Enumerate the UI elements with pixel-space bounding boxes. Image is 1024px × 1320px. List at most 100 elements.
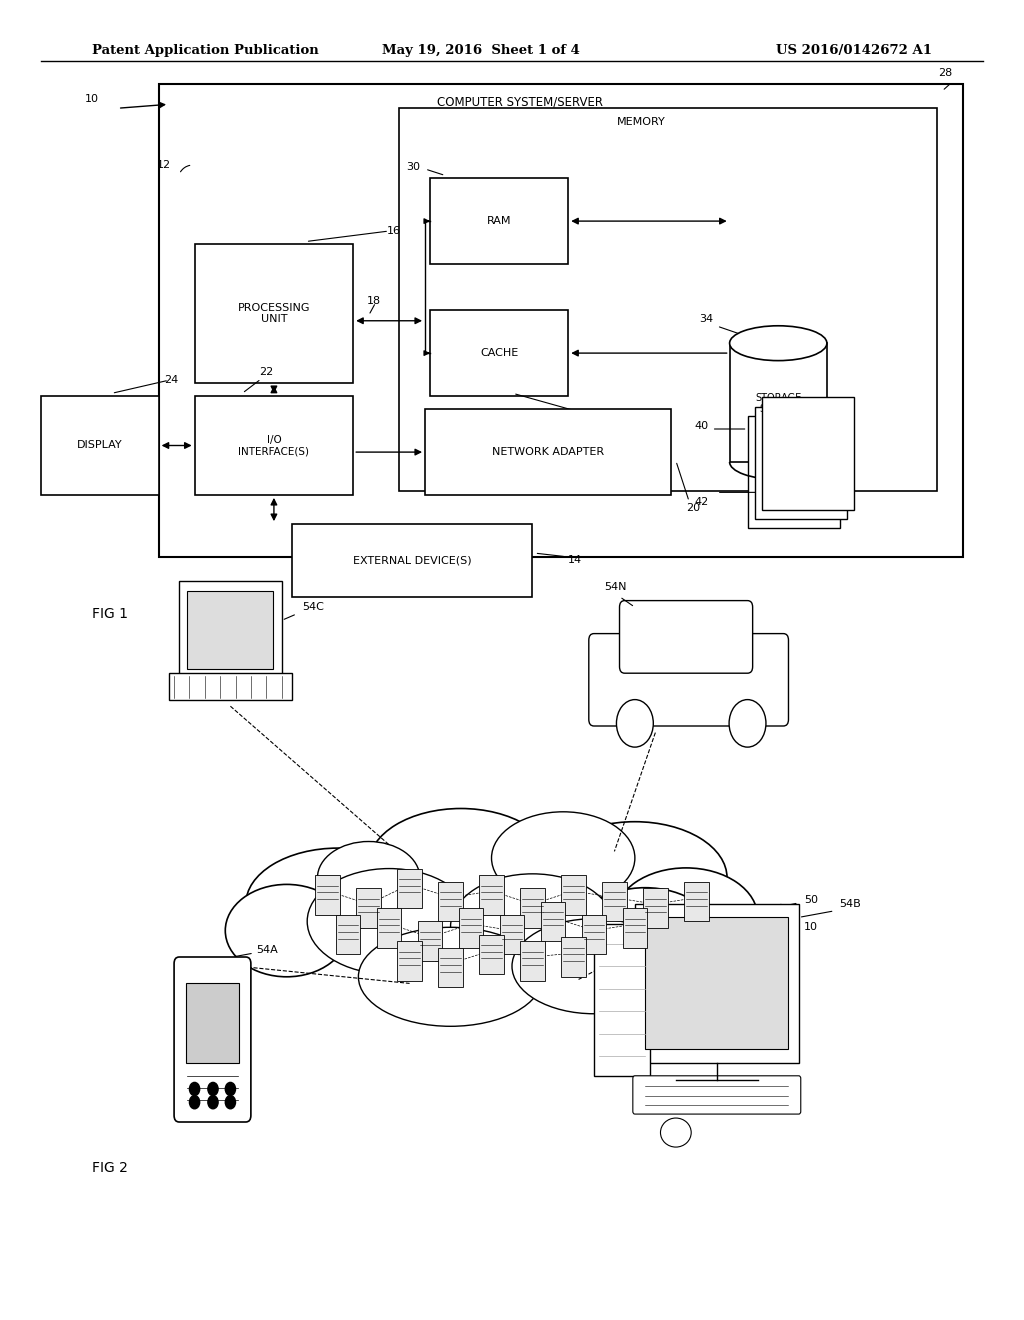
FancyBboxPatch shape xyxy=(356,888,381,928)
Ellipse shape xyxy=(573,888,717,987)
Ellipse shape xyxy=(317,842,420,913)
Text: FIG 1: FIG 1 xyxy=(92,607,128,620)
FancyBboxPatch shape xyxy=(755,407,847,519)
Ellipse shape xyxy=(369,808,553,921)
FancyBboxPatch shape xyxy=(438,948,463,987)
FancyBboxPatch shape xyxy=(377,908,401,948)
FancyBboxPatch shape xyxy=(635,904,799,1063)
Text: RAM: RAM xyxy=(487,216,511,226)
Circle shape xyxy=(208,1096,218,1109)
FancyBboxPatch shape xyxy=(500,915,524,954)
Text: 54C: 54C xyxy=(302,602,324,612)
FancyBboxPatch shape xyxy=(397,869,422,908)
FancyBboxPatch shape xyxy=(195,244,353,383)
FancyBboxPatch shape xyxy=(187,591,273,669)
FancyBboxPatch shape xyxy=(729,343,827,462)
Text: US 2016/0142672 A1: US 2016/0142672 A1 xyxy=(776,44,932,57)
Ellipse shape xyxy=(451,874,614,979)
Text: 10: 10 xyxy=(804,921,818,932)
Text: STORAGE
SYSTEM: STORAGE SYSTEM xyxy=(755,392,802,414)
Ellipse shape xyxy=(729,326,827,360)
FancyBboxPatch shape xyxy=(430,178,568,264)
FancyBboxPatch shape xyxy=(762,397,854,510)
FancyBboxPatch shape xyxy=(315,875,340,915)
FancyBboxPatch shape xyxy=(195,396,353,495)
Ellipse shape xyxy=(512,919,676,1014)
FancyBboxPatch shape xyxy=(399,108,937,491)
Text: 24: 24 xyxy=(164,375,178,385)
Circle shape xyxy=(225,1096,236,1109)
FancyBboxPatch shape xyxy=(643,888,668,928)
FancyBboxPatch shape xyxy=(174,957,251,1122)
Text: FIG 2: FIG 2 xyxy=(92,1162,128,1175)
FancyBboxPatch shape xyxy=(589,634,788,726)
Text: 54N: 54N xyxy=(604,582,627,593)
FancyBboxPatch shape xyxy=(41,396,159,495)
FancyBboxPatch shape xyxy=(479,875,504,915)
FancyBboxPatch shape xyxy=(623,908,647,948)
Text: 14: 14 xyxy=(568,556,583,565)
FancyBboxPatch shape xyxy=(594,924,650,1076)
FancyBboxPatch shape xyxy=(582,915,606,954)
Circle shape xyxy=(225,1082,236,1096)
Ellipse shape xyxy=(307,869,471,974)
FancyBboxPatch shape xyxy=(169,673,292,700)
Text: EXTERNAL DEVICE(S): EXTERNAL DEVICE(S) xyxy=(353,556,471,565)
FancyBboxPatch shape xyxy=(479,935,504,974)
FancyBboxPatch shape xyxy=(520,888,545,928)
FancyBboxPatch shape xyxy=(620,601,753,673)
FancyBboxPatch shape xyxy=(438,882,463,921)
Circle shape xyxy=(729,700,766,747)
FancyBboxPatch shape xyxy=(459,908,483,948)
FancyBboxPatch shape xyxy=(684,882,709,921)
FancyBboxPatch shape xyxy=(418,921,442,961)
FancyBboxPatch shape xyxy=(292,524,532,597)
Text: COMPUTER SYSTEM/SERVER: COMPUTER SYSTEM/SERVER xyxy=(437,95,603,108)
Ellipse shape xyxy=(328,851,635,983)
FancyBboxPatch shape xyxy=(561,937,586,977)
Text: DISPLAY: DISPLAY xyxy=(77,441,123,450)
Text: 40: 40 xyxy=(694,421,709,432)
Text: I/O
INTERFACE(S): I/O INTERFACE(S) xyxy=(239,434,309,457)
FancyBboxPatch shape xyxy=(561,875,586,915)
Text: 18: 18 xyxy=(367,296,381,306)
FancyBboxPatch shape xyxy=(541,902,565,941)
Text: MEMORY: MEMORY xyxy=(616,117,666,128)
Circle shape xyxy=(189,1082,200,1096)
FancyBboxPatch shape xyxy=(633,1076,801,1114)
Circle shape xyxy=(189,1096,200,1109)
Text: PROCESSING
UNIT: PROCESSING UNIT xyxy=(238,302,310,325)
FancyBboxPatch shape xyxy=(645,917,788,1049)
Ellipse shape xyxy=(614,869,758,966)
FancyBboxPatch shape xyxy=(430,310,568,396)
Text: NETWORK ADAPTER: NETWORK ADAPTER xyxy=(492,447,604,457)
Text: 54A: 54A xyxy=(256,945,278,956)
Text: 16: 16 xyxy=(387,226,401,236)
Text: CACHE: CACHE xyxy=(480,348,518,358)
FancyBboxPatch shape xyxy=(748,416,840,528)
Circle shape xyxy=(208,1082,218,1096)
Text: 12: 12 xyxy=(157,160,171,170)
Text: 30: 30 xyxy=(406,161,420,172)
Text: 20: 20 xyxy=(686,503,700,513)
FancyBboxPatch shape xyxy=(179,581,282,680)
Ellipse shape xyxy=(492,812,635,904)
Text: 22: 22 xyxy=(259,367,273,378)
FancyBboxPatch shape xyxy=(425,409,671,495)
Ellipse shape xyxy=(246,847,430,961)
Text: May 19, 2016  Sheet 1 of 4: May 19, 2016 Sheet 1 of 4 xyxy=(382,44,581,57)
Text: 10: 10 xyxy=(85,94,99,104)
Text: 32: 32 xyxy=(582,414,596,425)
Text: Patent Application Publication: Patent Application Publication xyxy=(92,44,318,57)
Ellipse shape xyxy=(543,821,727,935)
Text: 34: 34 xyxy=(699,314,714,325)
FancyBboxPatch shape xyxy=(336,915,360,954)
Circle shape xyxy=(616,700,653,747)
Text: 42: 42 xyxy=(694,496,709,507)
FancyBboxPatch shape xyxy=(520,941,545,981)
Text: 50: 50 xyxy=(804,895,818,906)
Ellipse shape xyxy=(660,1118,691,1147)
FancyBboxPatch shape xyxy=(602,882,627,921)
Text: 54B: 54B xyxy=(840,899,861,909)
Ellipse shape xyxy=(358,927,543,1027)
